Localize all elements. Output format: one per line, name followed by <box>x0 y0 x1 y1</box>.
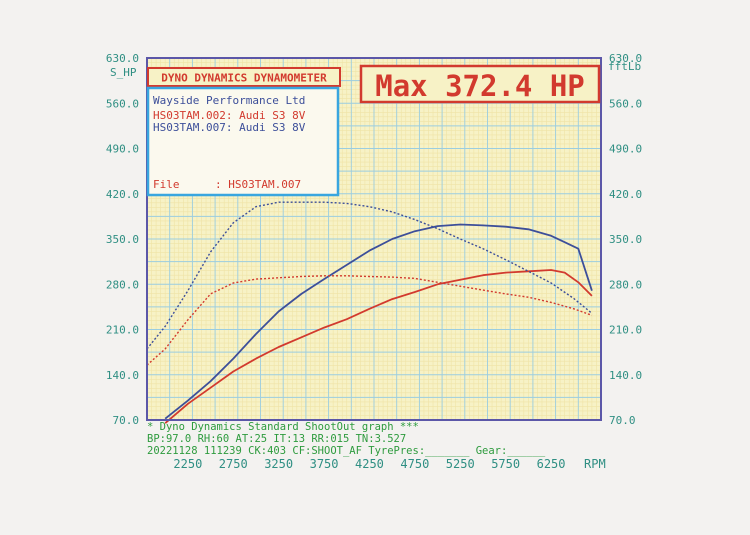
legend-run-002: HS03TAM.002: Audi S3 8V <box>153 109 306 122</box>
footer-line-2: BP:97.0 RH:60 AT:25 IT:13 RR:015 TN:3.52… <box>147 433 406 445</box>
y-right-tick-label: 420.0 <box>609 188 642 201</box>
y-right-tick-label: 70.0 <box>609 414 636 427</box>
x-tick-label: 2750 <box>219 457 248 471</box>
brand-banner-frame <box>147 67 341 87</box>
legend-box <box>146 86 340 197</box>
max-readout: Max 372.4 HP <box>375 69 585 103</box>
footer-line-3: 20221128 111239 CK:403 CF:SHOOT_AF TyreP… <box>147 445 546 457</box>
y-left-tick-label: 280.0 <box>106 278 139 291</box>
y-left-tick-label: 490.0 <box>106 143 139 156</box>
y-left-tick-label: 70.0 <box>113 414 140 427</box>
y-axis-left: 70.0 140.0 210.0 280.0 350.0 420.0 490.0 560.0 6… <box>106 52 139 427</box>
y-right-tick-label: 280.0 <box>609 278 642 291</box>
x-tick-label: 4750 <box>400 457 429 471</box>
x-tick-label: 6250 <box>537 457 566 471</box>
x-tick-label: 3250 <box>264 457 293 471</box>
curves <box>146 201 593 424</box>
y-left-tick-label: 420.0 <box>106 188 139 201</box>
series-line-hs03tam-002-power <box>164 269 593 424</box>
legend-run-007: HS03TAM.007: Audi S3 8V <box>153 121 306 134</box>
x-tick-label: 5250 <box>446 457 475 471</box>
y-left-tick-label: 210.0 <box>106 324 139 337</box>
max-readout-frame <box>359 64 601 104</box>
brand-banner: DYNO DYNAMICS DYNAMOMETER <box>161 72 327 85</box>
y-right-tick-label: 630.0 <box>609 52 642 65</box>
y-right-unit: fftLb <box>608 60 641 73</box>
y-right-tick-label: 210.0 <box>609 324 642 337</box>
legend-shop: Wayside Performance Ltd <box>153 94 305 107</box>
y-right-tick-label: 560.0 <box>609 97 642 110</box>
y-right-tick-label: 350.0 <box>609 233 642 246</box>
x-axis: 2250 2750 3250 3750 4250 4750 5250 5750 6250 <box>173 457 565 471</box>
x-unit-label: RPM <box>584 457 606 471</box>
x-tick-label: 4250 <box>355 457 384 471</box>
x-tick-label: 2250 <box>173 457 202 471</box>
series-line-hs03tam-002-torque <box>146 275 593 366</box>
y-left-unit: S_HP <box>110 66 137 79</box>
y-left-tick-label: 140.0 <box>106 369 139 382</box>
series-line-hs03tam-007-power <box>164 223 593 420</box>
series-line-hs03tam-007-torque <box>146 201 593 350</box>
x-tick-label: 3750 <box>310 457 339 471</box>
legend-file-label: File <box>153 178 180 191</box>
y-axis-right: 70.0 140.0 210.0 280.0 350.0 420.0 490.0 560.0 6… <box>609 52 642 427</box>
y-left-tick-label: 350.0 <box>106 233 139 246</box>
y-left-tick-label: 630.0 <box>106 52 139 65</box>
y-right-tick-label: 140.0 <box>609 369 642 382</box>
y-left-tick-label: 560.0 <box>106 97 139 110</box>
x-tick-label: 5750 <box>491 457 520 471</box>
footer-line-1: * Dyno Dynamics Standard ShootOut graph … <box>147 421 419 433</box>
y-right-tick-label: 490.0 <box>609 143 642 156</box>
legend-file-value: : HS03TAM.007 <box>215 178 301 191</box>
chart-frame <box>146 57 602 421</box>
